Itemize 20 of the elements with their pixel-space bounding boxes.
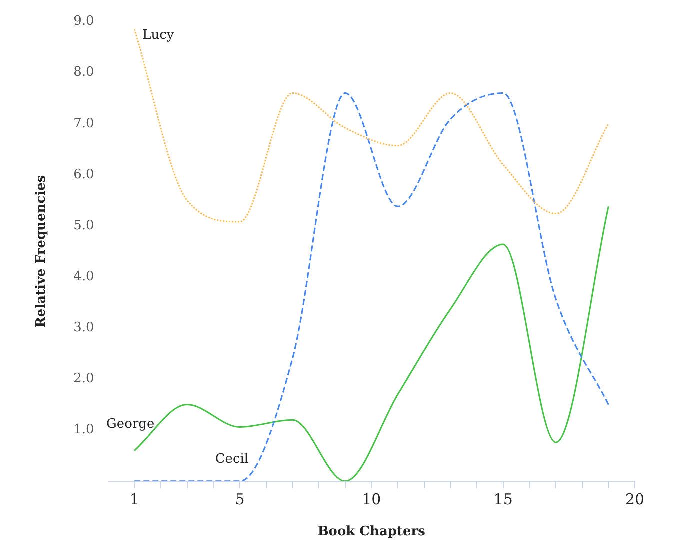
y-axis-title: Relative Frequencies bbox=[34, 175, 50, 328]
y-tick-label: 1.0 bbox=[74, 422, 94, 438]
y-tick-label: 5.0 bbox=[74, 218, 94, 234]
y-tick-label: 7.0 bbox=[74, 116, 94, 132]
y-tick-label: 3.0 bbox=[74, 320, 94, 336]
y-tick-label: 2.0 bbox=[74, 372, 94, 387]
x-tick-label: 10 bbox=[362, 490, 382, 508]
series-label: George bbox=[106, 417, 155, 432]
series-label: Lucy bbox=[142, 28, 175, 43]
y-tick-label: 8.0 bbox=[74, 65, 94, 80]
line-series bbox=[134, 28, 610, 223]
x-tick-label: 15 bbox=[494, 490, 513, 508]
y-tick-label: 6.0 bbox=[74, 167, 94, 182]
y-tick-label: 4.0 bbox=[74, 270, 94, 285]
x-tick-label: 20 bbox=[625, 490, 645, 508]
x-axis-title: Book Chapters bbox=[318, 524, 426, 540]
series-label: Cecil bbox=[215, 452, 249, 467]
y-tick-label: 9.0 bbox=[74, 14, 94, 30]
x-tick-label: 5 bbox=[235, 490, 245, 508]
x-tick-label: 1 bbox=[130, 490, 140, 508]
